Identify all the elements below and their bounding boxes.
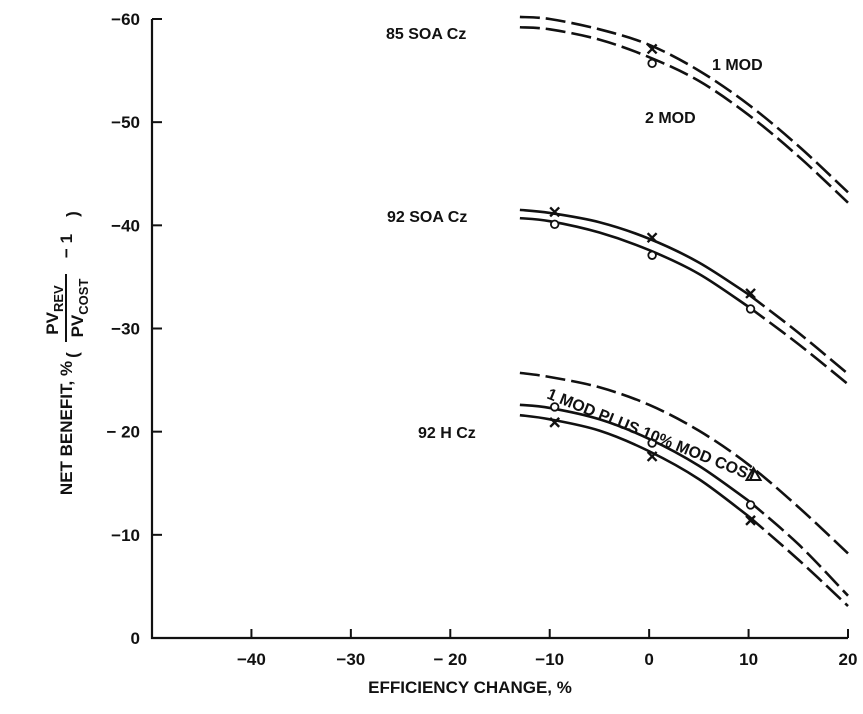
marker-cross-stroke [745,515,756,526]
x-tick-label: − 20 [434,650,468,669]
x-tick-label: 20 [839,650,858,669]
marker-triangle [744,466,763,481]
marker-circle [549,219,560,230]
marker-cross-stroke [549,417,561,428]
marker-cross [646,232,658,244]
x-tick-label: 10 [739,650,758,669]
curve-g1-s0-solid [519,208,750,296]
x-tick-label: −10 [535,650,564,669]
marker-circle [647,438,657,448]
curve-g2-s1-dashed [747,499,849,597]
y-axis-denominator-sub: COST [76,279,91,315]
x-tick-label: −30 [336,650,365,669]
y-tick-label: −50 [111,113,140,132]
curve-g1-s1-dashed [747,305,849,386]
curve-g0-s1 [519,25,849,204]
marker-cross [549,417,561,428]
marker-cross-stroke [549,206,561,218]
marker-circle [745,500,756,510]
y-tick-label: −30 [111,320,140,339]
y-tick-label: −10 [111,526,140,545]
marker-cross-stroke [646,232,658,244]
curve-g0-s0 [519,15,849,194]
marker-cross [745,288,756,299]
marker-cross [549,206,561,218]
curve-g2-s2-solid [519,413,750,518]
marker-cross-stroke [646,43,658,55]
marker-cross-stroke [646,451,658,462]
label-1-mod-plus-10-mod-cost: 1 MOD PLUS 10% MOD COST [545,386,760,486]
marker-cross-stroke [745,288,756,299]
marker-circle [647,58,657,69]
y-tick-label: 0 [131,629,140,648]
marker-circle [745,304,756,314]
y-axis-numerator-sub: REV [51,285,66,312]
marker-circle [647,250,657,260]
y-axis-numerator-pv: PV [43,311,62,334]
y-tick-label: − 20 [106,423,140,442]
curve-g2-s1-solid [519,403,750,502]
x-axis-ticks: −40 −30 − 20 −10 0 10 20 [237,629,857,669]
y-axis-paren-right: ) [63,211,82,217]
y-axis-suffix: − 1 [57,234,76,258]
marker-circle [549,402,560,412]
y-axis-title-prefix: NET BENEFIT, % [57,361,76,495]
y-axis-paren-left: ( [63,352,82,358]
y-axis-denominator: PVCOST [68,279,91,338]
marker-cross [646,451,658,462]
curve-g2-s2-dashed [747,515,849,607]
curve-g1-s1-solid [519,216,750,308]
label-2-mod: 2 MOD [645,110,696,127]
curves [519,15,849,607]
y-axis-ticks: 0 −10 − 20 −30 −40 −50 −60 [106,10,162,648]
y-tick-label: −60 [111,10,140,29]
label-1-mod: 1 MOD [712,57,763,74]
y-axis-title: NET BENEFIT, % ( PVREV PVCOST − 1 ) [43,211,91,495]
label-92-h-cz: 92 H Cz [418,425,476,442]
marker-cross [646,43,658,55]
curve-labels: 85 SOA Cz 1 MOD 2 MOD 92 SOA Cz 92 H Cz … [386,26,763,486]
y-axis-denominator-pv: PV [68,314,87,337]
curve-g2-s0 [519,371,849,555]
x-tick-label: −40 [237,650,266,669]
curve-g1-s0-dashed [747,293,849,375]
x-axis-title: EFFICIENCY CHANGE, % [368,678,572,697]
y-tick-label: −40 [111,216,140,235]
label-92-soa-cz: 92 SOA Cz [387,209,467,226]
label-85-soa-cz: 85 SOA Cz [386,26,466,43]
x-tick-label: 0 [644,650,653,669]
marker-cross [745,515,756,526]
point-markers [549,43,763,526]
y-axis-numerator: PVREV [43,285,66,335]
